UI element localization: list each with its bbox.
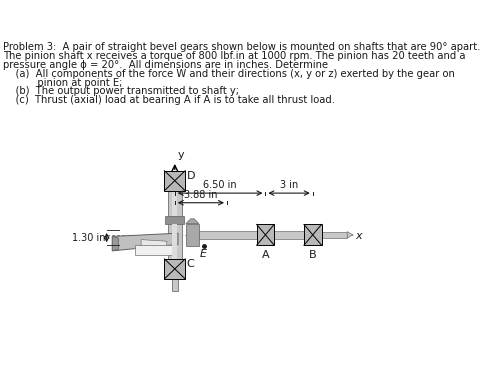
Text: The pinion shaft x receives a torque of 800 lbf.in at 1000 rpm. The pinion has 2: The pinion shaft x receives a torque of … — [3, 51, 466, 61]
Polygon shape — [347, 232, 353, 238]
Bar — [322, 232, 347, 238]
Text: (c)  Thrust (axial) load at bearing A if A is to take all thrust load.: (c) Thrust (axial) load at bearing A if … — [3, 95, 335, 105]
Polygon shape — [112, 233, 178, 251]
Bar — [165, 216, 185, 224]
Text: (a)  All components of the force W and their directions (x, y or z) exerted by t: (a) All components of the force W and th… — [3, 69, 455, 79]
Polygon shape — [186, 219, 199, 224]
Text: x: x — [355, 231, 362, 241]
Bar — [164, 259, 185, 279]
Text: Problem 3:  A pair of straight bevel gears shown below is mounted on shafts that: Problem 3: A pair of straight bevel gear… — [3, 42, 481, 52]
Bar — [172, 224, 177, 259]
Text: E: E — [200, 249, 207, 259]
Text: 6.50 in: 6.50 in — [203, 180, 237, 190]
Bar — [304, 224, 322, 245]
Text: 3 in: 3 in — [280, 180, 298, 190]
Bar — [168, 224, 182, 259]
Bar — [186, 224, 199, 246]
Text: D: D — [187, 171, 196, 181]
Text: 3.88 in: 3.88 in — [184, 190, 218, 200]
Bar — [172, 191, 177, 216]
Polygon shape — [141, 240, 167, 252]
Bar — [164, 171, 185, 191]
Text: pressure angle ϕ = 20°.  All dimensions are in inches. Determine: pressure angle ϕ = 20°. All dimensions a… — [3, 60, 328, 70]
Bar — [135, 245, 176, 255]
Bar — [274, 231, 304, 239]
Text: 1.30 in: 1.30 in — [72, 233, 105, 243]
Bar — [168, 191, 182, 216]
Bar — [256, 224, 274, 245]
Text: A: A — [262, 250, 269, 260]
Text: y: y — [177, 150, 184, 160]
Text: B: B — [309, 250, 316, 260]
Text: (b)  The output power transmitted to shaft y;: (b) The output power transmitted to shaf… — [3, 86, 239, 96]
Bar — [172, 279, 178, 291]
Polygon shape — [112, 236, 119, 251]
Text: pinion at point E;: pinion at point E; — [3, 78, 123, 88]
Bar — [199, 231, 256, 239]
Text: C: C — [187, 259, 195, 269]
